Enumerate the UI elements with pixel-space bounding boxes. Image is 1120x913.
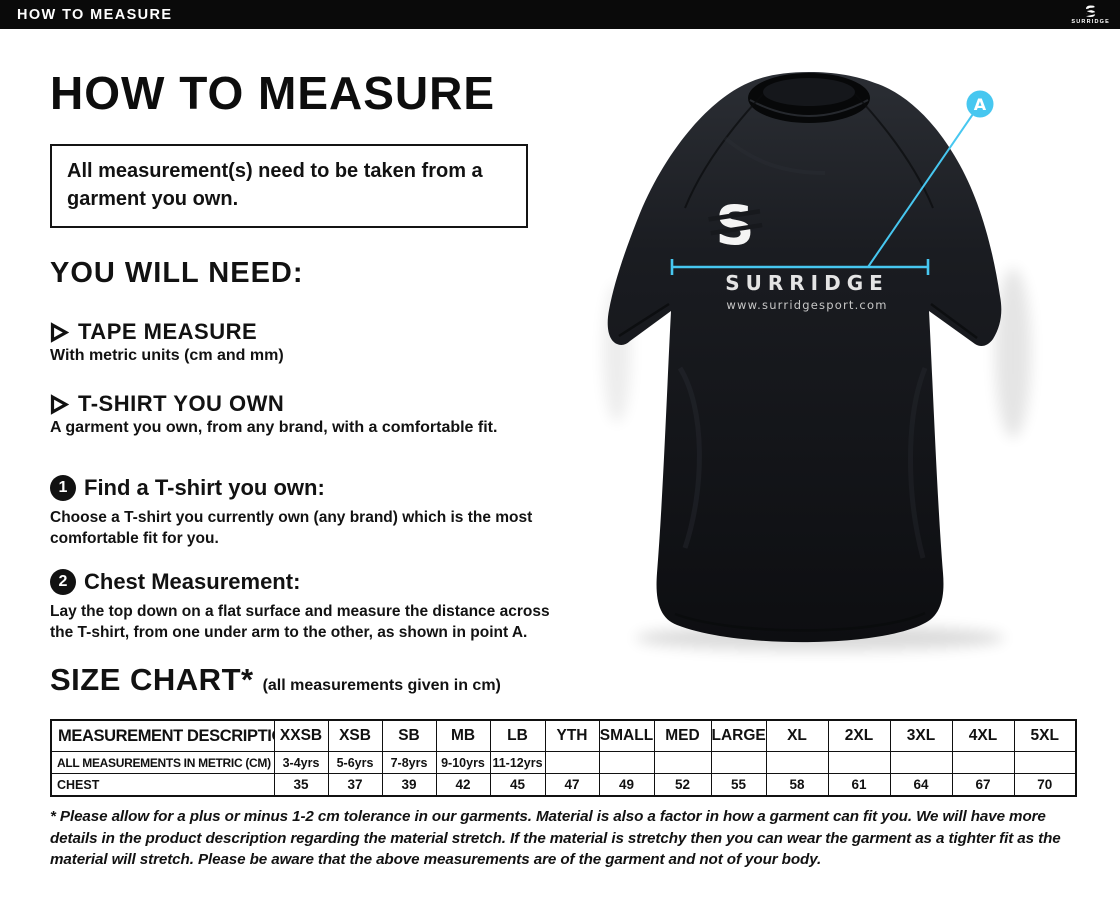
cell: 52 [653,773,712,797]
table-row-metric: ALL MEASUREMENTS IN METRIC (CM) 3-4yrs 5… [50,751,1077,774]
step-title: Find a T-shirt you own: [84,475,325,500]
cell: 55 [710,773,767,797]
cell: 47 [544,773,600,797]
col-header: MB [435,719,491,752]
row-label: ALL MEASUREMENTS IN METRIC (CM) [50,751,275,774]
cell: 61 [827,773,891,797]
need-item-title: TAPE MEASURE [78,319,258,344]
point-a-marker [966,90,994,118]
raglan-seam [684,93,764,209]
col-header: 4XL [951,719,1015,752]
tshirt-illustration: S SURRIDGE www.surridgesport.com A [585,68,1050,663]
wrinkle [723,136,826,175]
table-header-row: MEASUREMENT DESCRIPTION XXSB XSB SB MB L… [50,719,1077,752]
need-item-tape-measure: TAPE MEASURE With metric units (cm and m… [50,321,590,365]
col-header: 3XL [889,719,953,752]
page-title: HOW TO MEASURE [50,67,496,119]
cell: 35 [273,773,329,797]
notice-box: All measurement(s) need to be taken from… [50,144,528,228]
col-header: 5XL [1013,719,1077,752]
wrinkle [908,367,928,559]
wrinkle [677,366,702,549]
collar-back [763,78,855,106]
col-header: YTH [544,719,600,752]
cell: 42 [435,773,491,797]
you-will-need-heading: YOU WILL NEED: [50,257,304,289]
cell [653,751,712,774]
need-item-desc: A garment you own, from any brand, with … [50,419,498,436]
cell: 70 [1013,773,1077,797]
instructions-column: HOW TO MEASURE All measurement(s) need t… [50,62,590,643]
step-description: Choose a T-shirt you currently own (any … [50,509,533,547]
cell: 5-6yrs [327,751,383,774]
triangle-bullet-icon [50,393,69,415]
col-header: MEASUREMENT DESCRIPTION [50,719,275,752]
cell: 58 [765,773,829,797]
cell: 67 [951,773,1015,797]
col-header: SMALL [598,719,655,752]
cell [951,751,1015,774]
col-header: LB [489,719,546,752]
cell: 7-8yrs [381,751,437,774]
cell: 3-4yrs [273,751,329,774]
shirt-shadow [995,268,1031,438]
col-header: MED [653,719,712,752]
size-chart-title: SIZE CHART* [50,662,254,697]
step-number-badge: 1 [50,475,76,501]
cell [710,751,767,774]
hem-seam [674,611,926,632]
logo-slices [708,209,763,236]
cell [544,751,600,774]
collar-rim [749,99,869,117]
top-bar-title: HOW TO MEASURE [17,6,173,23]
step-title: Chest Measurement: [84,569,301,594]
need-item-desc: With metric units (cm and mm) [50,347,284,364]
cell [765,751,829,774]
shirt-wordmark: SURRIDGE [725,271,889,295]
col-header: LARGE [710,719,767,752]
tolerance-footnote: * Please allow for a plus or minus 1-2 c… [50,808,1061,868]
cell [1013,751,1077,774]
cell: 9-10yrs [435,751,491,774]
size-chart-table: MEASUREMENT DESCRIPTION XXSB XSB SB MB L… [50,719,1077,797]
col-header: 2XL [827,719,891,752]
surridge-logo-text: SURRIDGE [1071,18,1110,25]
cell: 49 [598,773,655,797]
top-bar: HOW TO MEASURE S SURRIDGE [0,0,1120,29]
raglan-seam [854,93,934,209]
cell: 37 [327,773,383,797]
need-item-title: T-SHIRT YOU OWN [78,391,285,416]
cell: 45 [489,773,546,797]
shirt-url: www.surridgesport.com [726,298,887,312]
step-1: 1 Find a T-shirt you own: Choose a T-shi… [50,475,590,549]
col-header: XL [765,719,829,752]
cell [827,751,891,774]
cell: 64 [889,773,953,797]
col-header: XSB [327,719,383,752]
col-header: SB [381,719,437,752]
surridge-logo: S SURRIDGE [1071,3,1120,26]
need-item-tshirt: T-SHIRT YOU OWN A garment you own, from … [50,393,590,437]
step-2: 2 Chest Measurement: Lay the top down on… [50,569,590,643]
tshirt-svg: S SURRIDGE www.surridgesport.com A [603,72,1031,651]
step-number-badge: 2 [50,569,76,595]
cell [889,751,953,774]
table-row-chest: CHEST 35 37 39 42 45 47 49 52 55 58 61 6… [50,773,1077,797]
measurement-line [670,113,974,275]
triangle-bullet-icon [50,321,69,343]
cuff-seam [618,302,670,338]
step-description: Lay the top down on a flat surface and m… [50,603,550,641]
col-header: XXSB [273,719,329,752]
cell: 39 [381,773,437,797]
cuff-seam [930,302,978,340]
cell [598,751,655,774]
notice-text: All measurement(s) need to be taken from… [67,160,483,210]
row-label: CHEST [50,773,275,797]
size-chart-subtitle: (all measurements given in cm) [262,677,501,694]
point-a-label: A [974,95,987,114]
surridge-s-icon: S [1082,3,1100,19]
cell: 11-12yrs [489,751,546,774]
size-chart-heading: SIZE CHART* (all measurements given in c… [50,662,501,698]
